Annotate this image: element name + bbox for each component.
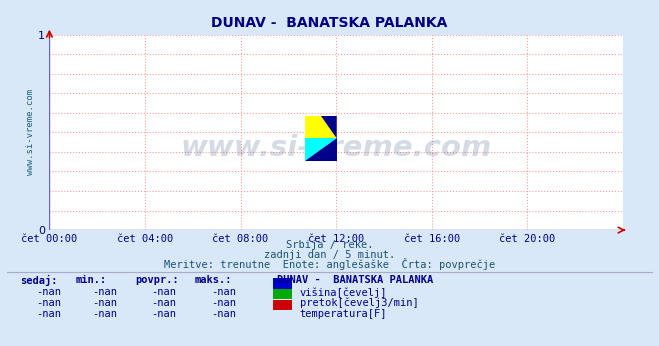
Text: Meritve: trenutne  Enote: anglešaške  Črta: povprečje: Meritve: trenutne Enote: anglešaške Črta…: [164, 258, 495, 271]
Text: višina[čevelj]: višina[čevelj]: [300, 287, 387, 298]
Text: DUNAV -  BANATSKA PALANKA: DUNAV - BANATSKA PALANKA: [212, 16, 447, 29]
Text: -nan: -nan: [152, 298, 177, 308]
Text: -nan: -nan: [36, 287, 61, 297]
Text: -nan: -nan: [36, 309, 61, 319]
Text: -nan: -nan: [152, 287, 177, 297]
Text: sedaj:: sedaj:: [20, 275, 57, 286]
Text: -nan: -nan: [211, 287, 236, 297]
Text: -nan: -nan: [211, 309, 236, 319]
Text: -nan: -nan: [36, 298, 61, 308]
Text: Srbija / reke.: Srbija / reke.: [286, 240, 373, 251]
Text: temperatura[F]: temperatura[F]: [300, 309, 387, 319]
Text: -nan: -nan: [152, 309, 177, 319]
Text: min.:: min.:: [76, 275, 107, 285]
Text: DUNAV -  BANATSKA PALANKA: DUNAV - BANATSKA PALANKA: [277, 275, 433, 285]
Text: -nan: -nan: [92, 298, 117, 308]
Text: pretok[čevelj3/min]: pretok[čevelj3/min]: [300, 298, 418, 308]
Text: zadnji dan / 5 minut.: zadnji dan / 5 minut.: [264, 250, 395, 260]
Polygon shape: [305, 138, 337, 161]
Text: -nan: -nan: [92, 309, 117, 319]
Polygon shape: [305, 138, 337, 161]
Polygon shape: [305, 116, 337, 138]
Text: -nan: -nan: [92, 287, 117, 297]
Y-axis label: www.si-vreme.com: www.si-vreme.com: [26, 89, 36, 175]
Polygon shape: [321, 116, 337, 138]
Text: maks.:: maks.:: [194, 275, 232, 285]
Text: povpr.:: povpr.:: [135, 275, 179, 285]
Text: -nan: -nan: [211, 298, 236, 308]
Text: www.si-vreme.com: www.si-vreme.com: [181, 134, 492, 162]
